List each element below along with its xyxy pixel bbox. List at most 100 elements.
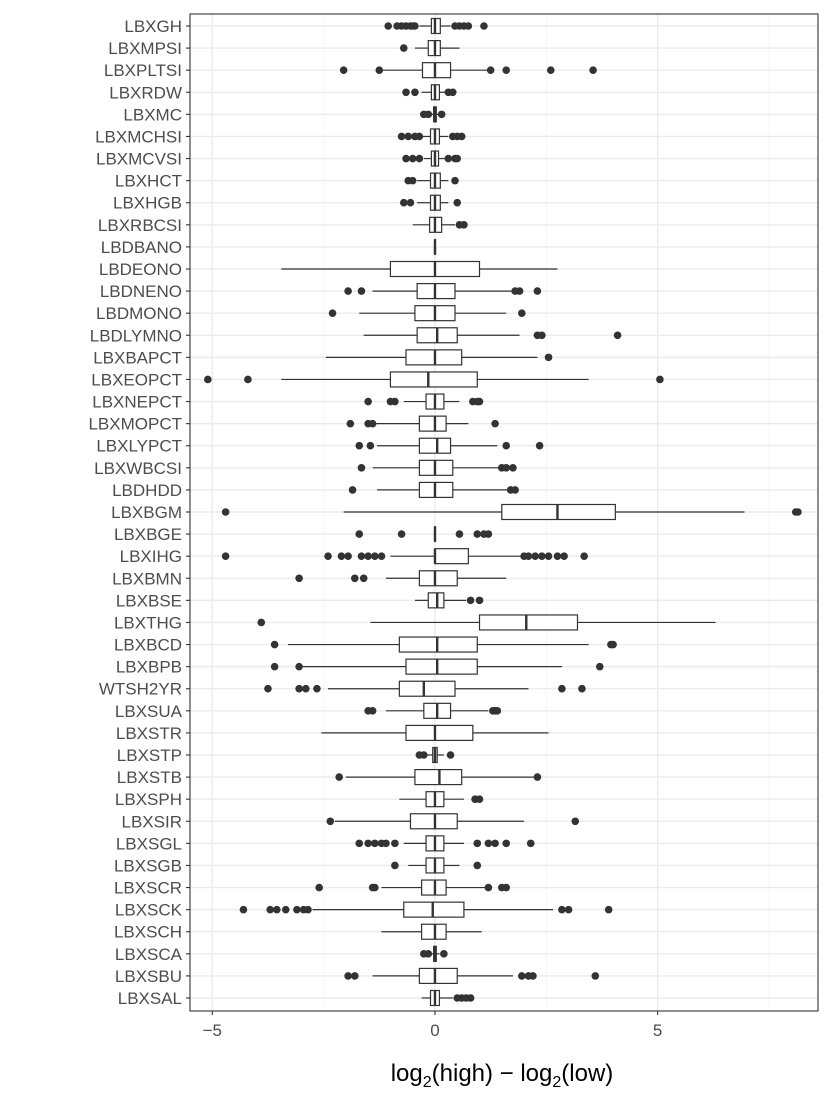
outlier-point [518,972,526,980]
outlier-point [453,154,462,163]
y-tick-label: LBXLYPCT [96,437,182,456]
outlier-point [578,684,586,693]
box-lbxmc [420,106,446,123]
outlier-point [382,839,390,848]
outlier-point [411,88,419,97]
outlier-point [564,905,573,914]
outlier-point [293,905,301,914]
y-tick-label: LBXSAL [118,989,182,1008]
outlier-point [348,486,357,494]
y-tick-label: LBDHDD [112,481,182,500]
outlier-point [448,88,457,97]
outlier-point [484,883,493,892]
y-tick-label: LBXBMN [112,569,182,588]
outlier-point [371,883,379,892]
y-tick-label: LBXWBCSI [94,459,182,478]
outlier-point [239,905,248,914]
outlier-point [533,773,542,781]
box-lbdhdd [348,481,519,499]
x-tick-label: −5 [203,1021,222,1040]
outlier-point [475,397,484,406]
outlier-point [371,552,379,560]
box-lbxsal [421,989,475,1007]
outlier-point [355,441,364,450]
outlier-point [408,154,417,163]
outlier-point [344,972,352,980]
iqr-box [405,724,474,742]
x-title-part-2: (high) − log [432,1060,553,1087]
box-wtsh2yr [264,680,586,697]
box-lbxbgm [221,503,802,521]
x-tick-label: 0 [430,1021,439,1040]
outlier-point [480,22,488,30]
y-tick-label: LBXSUA [115,702,183,721]
outlier-point [295,574,303,583]
outlier-point [411,22,419,30]
box-lbxbge [355,525,493,543]
outlier-point [591,972,600,980]
outlier-point [359,574,368,583]
y-tick-label: LBXMPSI [108,39,182,58]
box-lbxhgb [399,194,462,211]
y-tick-label: LBXMCHSI [95,127,182,146]
y-tick-label: LBXSTB [117,768,182,787]
box-lbxbse [414,592,484,609]
iqr-box [398,680,456,697]
iqr-box [478,614,579,631]
outlier-point [281,905,290,914]
outlier-point [437,110,446,119]
outlier-point [270,640,279,649]
outlier-point [350,972,359,980]
outlier-point [335,773,344,781]
outlier-point [589,66,597,74]
box-lbxsir [326,813,580,830]
outlier-point [357,464,366,472]
y-tick-label: LBXBCD [114,636,182,655]
outlier-point [328,309,337,317]
outlier-point [515,287,524,295]
y-tick-label: LBXEOPCT [91,370,182,389]
outlier-point [484,839,493,848]
outlier-point [315,883,323,892]
outlier-point [444,154,453,163]
outlier-point [524,552,533,560]
x-tick-label: 5 [653,1021,662,1040]
x-title-part-1: log [391,1060,423,1087]
y-tick-label: LBXGH [124,17,182,36]
outlier-point [502,883,511,892]
outlier-point [538,552,546,560]
outlier-point [273,905,281,914]
outlier-point [415,132,424,141]
outlier-point [609,640,617,649]
outlier-point [266,905,274,914]
outlier-point [491,839,499,848]
outlier-point [270,662,279,671]
y-tick-label: LBXRBCSI [98,216,182,235]
y-tick-label: LBXMC [123,105,182,124]
box-lbxsgl [355,835,535,852]
y-tick-label: LBXSIR [122,812,182,831]
iqr-box [405,658,478,675]
y-tick-label: LBXSCH [114,923,182,942]
outlier-point [221,552,230,560]
outlier-point [402,154,410,163]
outlier-point [502,441,511,450]
outlier-point [493,707,502,715]
y-tick-label: LBXRDW [109,83,182,102]
outlier-point [475,795,484,803]
outlier-point [366,441,375,450]
outlier-point [368,707,377,715]
outlier-point [415,154,424,163]
outlier-point [324,552,332,560]
outlier-point [364,552,372,560]
y-tick-label: LBXHGB [113,194,182,213]
y-tick-label: LBXHCT [115,172,182,191]
outlier-point [440,950,448,958]
y-tick-label: LBXNEPCT [92,393,182,412]
box-lbdmono [328,305,526,322]
outlier-point [357,552,366,560]
outlier-point [368,419,377,428]
outlier-point [613,331,622,340]
outlier-point [558,905,566,914]
iqr-box [421,62,452,79]
